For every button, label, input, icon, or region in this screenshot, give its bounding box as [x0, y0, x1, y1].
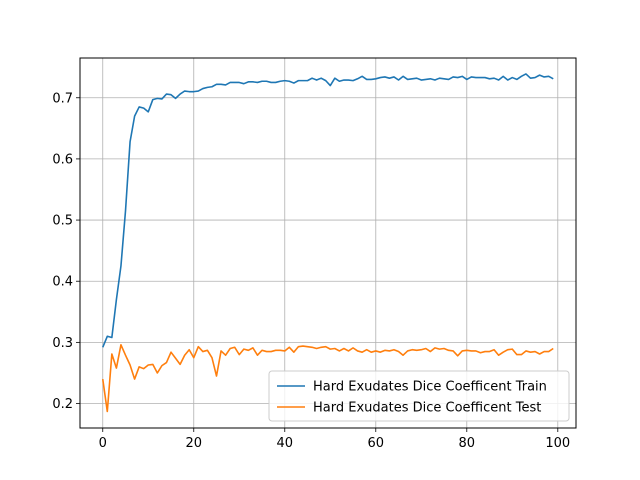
y-tick-label: 0.3	[52, 336, 73, 351]
legend-label: Hard Exudates Dice Coefficent Test	[313, 401, 541, 416]
x-tick-label: 80	[459, 436, 476, 451]
y-tick-label: 0.2	[52, 397, 73, 412]
y-tick-label: 0.7	[52, 91, 73, 106]
axis-ticks: 0 20 40 60 80 100 0.2 0.3 0.4 0.5 0.6 0.7	[52, 91, 570, 451]
x-tick-label: 60	[368, 436, 385, 451]
grid-lines	[80, 58, 576, 428]
x-tick-label: 20	[185, 436, 202, 451]
x-tick-label: 0	[99, 436, 107, 451]
series-line-test	[101, 344, 554, 413]
series-line-train	[102, 73, 554, 348]
x-tick-label: 100	[545, 436, 570, 451]
legend-label: Hard Exudates Dice Coefficent Train	[313, 380, 547, 395]
legend: Hard Exudates Dice Coefficent Train Hard …	[268, 370, 570, 422]
x-tick-label: 40	[276, 436, 293, 451]
legend-box	[268, 370, 570, 422]
y-tick-label: 0.6	[52, 152, 73, 167]
plot-frame	[79, 57, 577, 429]
y-tick-label: 0.5	[52, 214, 73, 229]
plot-area	[80, 58, 576, 428]
series-lines	[101, 73, 554, 413]
y-tick-label: 0.4	[52, 275, 73, 290]
